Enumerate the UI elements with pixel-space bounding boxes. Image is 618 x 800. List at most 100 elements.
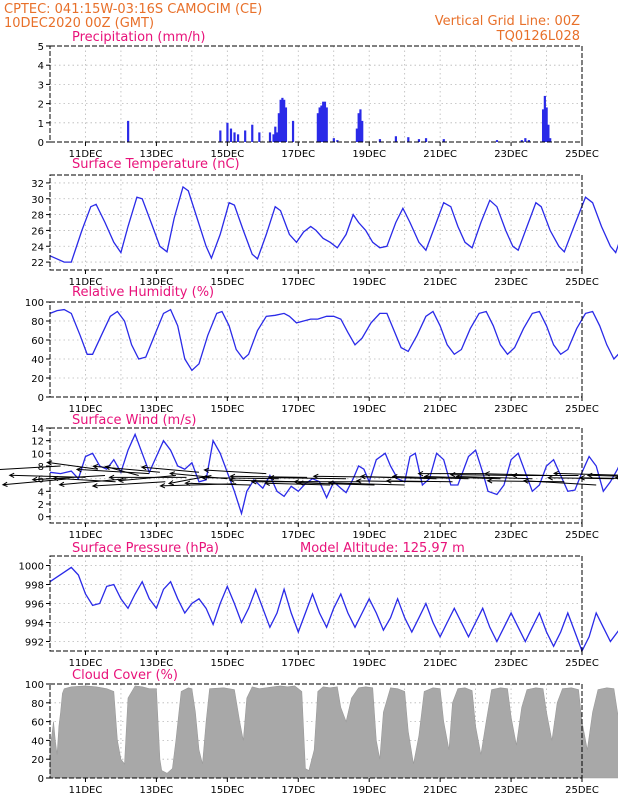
- wind-arrow: [31, 475, 106, 483]
- wind-arrow: [46, 460, 98, 470]
- wind-arrow: [578, 475, 618, 481]
- wind-arrow: [586, 472, 618, 479]
- precip-bar: [322, 101, 325, 142]
- x-tick-label: 15DEC: [210, 277, 244, 288]
- precip-bar: [219, 130, 222, 142]
- x-tick-label: 13DEC: [140, 277, 174, 288]
- x-tick-label: 11DEC: [69, 530, 103, 541]
- y-tick-label: 20: [31, 374, 44, 385]
- wind-arrow: [359, 474, 437, 480]
- x-tick-label: 23DEC: [494, 149, 528, 160]
- x-tick-label: 19DEC: [352, 404, 386, 415]
- precip-bar: [549, 138, 552, 142]
- x-tick-label: 23DEC: [494, 658, 528, 669]
- wind-arrow: [391, 474, 469, 480]
- y-tick-label: 994: [25, 619, 44, 630]
- precip-bar: [442, 139, 445, 142]
- x-tick-label: 11DEC: [69, 658, 103, 669]
- x-tick-label: 21DEC: [423, 277, 457, 288]
- wind-arrow: [455, 474, 533, 480]
- precip-bar: [279, 99, 282, 142]
- y-tick-label: 998: [25, 581, 44, 592]
- precip-bar: [251, 124, 254, 142]
- wind-arrow: [449, 472, 517, 478]
- precip-bar: [357, 113, 360, 142]
- y-tick-label: 100: [25, 680, 44, 691]
- y-tick-label: 0: [38, 774, 44, 785]
- surface-temperature-title: Surface Temperature (nC): [72, 157, 240, 172]
- x-tick-label: 21DEC: [423, 404, 457, 415]
- y-tick-label: 992: [25, 638, 44, 649]
- x-tick-label: 15DEC: [210, 785, 244, 796]
- surface-pressure-line: [49, 566, 618, 653]
- wind-arrow: [229, 473, 308, 480]
- wind-arrow: [522, 478, 597, 486]
- precip-bar: [323, 101, 327, 142]
- panel-frame: [49, 555, 583, 652]
- precip-bar: [275, 132, 279, 142]
- precip-bar: [258, 132, 261, 142]
- x-tick-label: 19DEC: [352, 658, 386, 669]
- precip-bar: [268, 132, 272, 142]
- relative-humidity-panel: Relative Humidity (%) 0 20 40 60 80 100 11DEC 13…: [25, 285, 618, 415]
- x-tick-label: 25DEC: [565, 149, 599, 160]
- precip-bar: [378, 139, 382, 142]
- y-tick-label: 0: [38, 138, 44, 149]
- wind-arrow: [52, 475, 116, 483]
- wind-arrow: [108, 474, 187, 481]
- y-tick-label: 20: [31, 755, 44, 766]
- precip-bar: [320, 105, 323, 142]
- x-tick-label: 25DEC: [565, 277, 599, 288]
- wind-arrow: [58, 478, 127, 487]
- precip-bar: [527, 140, 530, 142]
- x-tick-label: 21DEC: [423, 530, 457, 541]
- header-grid-note: Vertical Grid Line: 00Z: [435, 14, 580, 29]
- wind-arrow: [327, 480, 405, 486]
- panel-frame: [49, 427, 583, 524]
- y-tick-label: 0: [38, 513, 44, 524]
- x-tick-label: 17DEC: [281, 785, 315, 796]
- y-tick-label: 24: [31, 242, 44, 253]
- x-tick-label: 17DEC: [281, 149, 315, 160]
- wind-arrow: [297, 480, 375, 486]
- relative-humidity-title: Relative Humidity (%): [72, 285, 214, 300]
- relative-humidity-line: [49, 308, 618, 372]
- x-tick-label: 21DEC: [423, 149, 457, 160]
- x-tick-label: 23DEC: [494, 785, 528, 796]
- x-tick-label: 15DEC: [210, 530, 244, 541]
- surface-wind-title: Surface Wind (m/s): [72, 413, 196, 428]
- cloud-cover-panel: Cloud Cover (%) 0 20 40 60 80 100 11DEC 13DEC 15D…: [25, 668, 618, 796]
- precip-bar: [424, 138, 428, 142]
- header-location: CPTEC: 041:15W-03:16S CAMOCIM (CE): [4, 2, 262, 17]
- y-tick-label: 60: [31, 336, 44, 347]
- x-tick-label: 15DEC: [210, 658, 244, 669]
- precip-bar: [318, 107, 321, 142]
- x-tick-label: 25DEC: [565, 530, 599, 541]
- precip-bar: [547, 124, 550, 142]
- y-tick-label: 30: [31, 195, 44, 206]
- x-tick-label: 17DEC: [281, 658, 315, 669]
- cloud-cover-area: [49, 685, 618, 779]
- precip-bar: [417, 139, 421, 142]
- panel-frame: [49, 45, 583, 143]
- wind-arrow: [293, 479, 361, 485]
- panel-frame: [49, 174, 583, 271]
- y-tick-label: 32: [31, 179, 44, 190]
- x-tick-label: 13DEC: [140, 658, 174, 669]
- precip-bar: [244, 130, 247, 142]
- panel-frame: [49, 301, 583, 398]
- x-tick-label: 17DEC: [281, 530, 315, 541]
- x-tick-label: 11DEC: [69, 149, 103, 160]
- x-tick-label: 15DEC: [210, 404, 244, 415]
- x-tick-label: 13DEC: [140, 149, 174, 160]
- y-tick-label: 0: [38, 393, 44, 404]
- x-tick-label: 13DEC: [140, 404, 174, 415]
- precip-bar: [325, 107, 328, 142]
- y-tick-label: 60: [31, 718, 44, 729]
- x-tick-label: 25DEC: [565, 404, 599, 415]
- precip-bar: [394, 136, 397, 142]
- precip-bar: [277, 113, 280, 142]
- y-tick-label: 2: [38, 500, 44, 511]
- y-tick-label: 100: [25, 298, 44, 309]
